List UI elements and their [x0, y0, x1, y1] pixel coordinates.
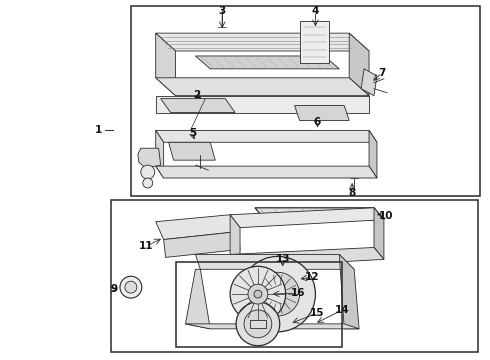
Polygon shape: [196, 56, 339, 69]
Polygon shape: [156, 215, 238, 239]
Text: 2: 2: [193, 90, 200, 100]
Polygon shape: [349, 33, 369, 96]
Polygon shape: [138, 148, 161, 168]
Text: 13: 13: [275, 255, 290, 264]
Polygon shape: [164, 231, 240, 257]
Circle shape: [254, 290, 262, 298]
Text: 10: 10: [379, 211, 393, 221]
Polygon shape: [161, 99, 235, 113]
Bar: [175, 262, 342, 347]
Polygon shape: [185, 269, 210, 329]
Text: 4: 4: [312, 6, 319, 16]
Polygon shape: [156, 33, 175, 96]
Bar: [111, 200, 478, 352]
Polygon shape: [339, 255, 359, 329]
Circle shape: [125, 281, 137, 293]
Text: 1: 1: [95, 125, 102, 135]
Text: 3: 3: [219, 6, 226, 16]
Text: 16: 16: [291, 288, 305, 298]
Polygon shape: [169, 142, 215, 160]
Polygon shape: [156, 166, 377, 178]
Text: 6: 6: [314, 117, 321, 127]
Circle shape: [236, 302, 280, 346]
Text: 8: 8: [348, 188, 356, 198]
Polygon shape: [156, 96, 369, 113]
Circle shape: [230, 266, 286, 322]
Circle shape: [244, 310, 272, 338]
Circle shape: [256, 272, 299, 316]
Circle shape: [143, 178, 153, 188]
Circle shape: [141, 165, 155, 179]
Text: 12: 12: [305, 272, 320, 282]
Text: 11: 11: [139, 242, 153, 252]
Text: 7: 7: [378, 68, 386, 78]
Polygon shape: [230, 215, 240, 267]
Polygon shape: [374, 208, 384, 260]
Polygon shape: [156, 78, 369, 96]
Polygon shape: [156, 33, 369, 51]
Text: 5: 5: [189, 129, 196, 138]
Polygon shape: [369, 130, 377, 178]
Bar: [299, 21, 329, 63]
Text: 9: 9: [110, 284, 118, 294]
Polygon shape: [156, 130, 164, 178]
Polygon shape: [185, 324, 359, 329]
Polygon shape: [230, 208, 384, 228]
Circle shape: [240, 256, 316, 332]
Bar: [131, 6, 480, 196]
Text: 14: 14: [335, 305, 349, 315]
Polygon shape: [230, 247, 384, 267]
Polygon shape: [250, 320, 266, 328]
Circle shape: [270, 286, 286, 302]
Polygon shape: [196, 255, 354, 269]
Text: 15: 15: [310, 308, 325, 318]
Polygon shape: [255, 208, 384, 220]
Circle shape: [120, 276, 142, 298]
Circle shape: [248, 284, 268, 304]
Polygon shape: [361, 69, 377, 96]
Polygon shape: [294, 105, 349, 121]
Polygon shape: [156, 130, 377, 142]
